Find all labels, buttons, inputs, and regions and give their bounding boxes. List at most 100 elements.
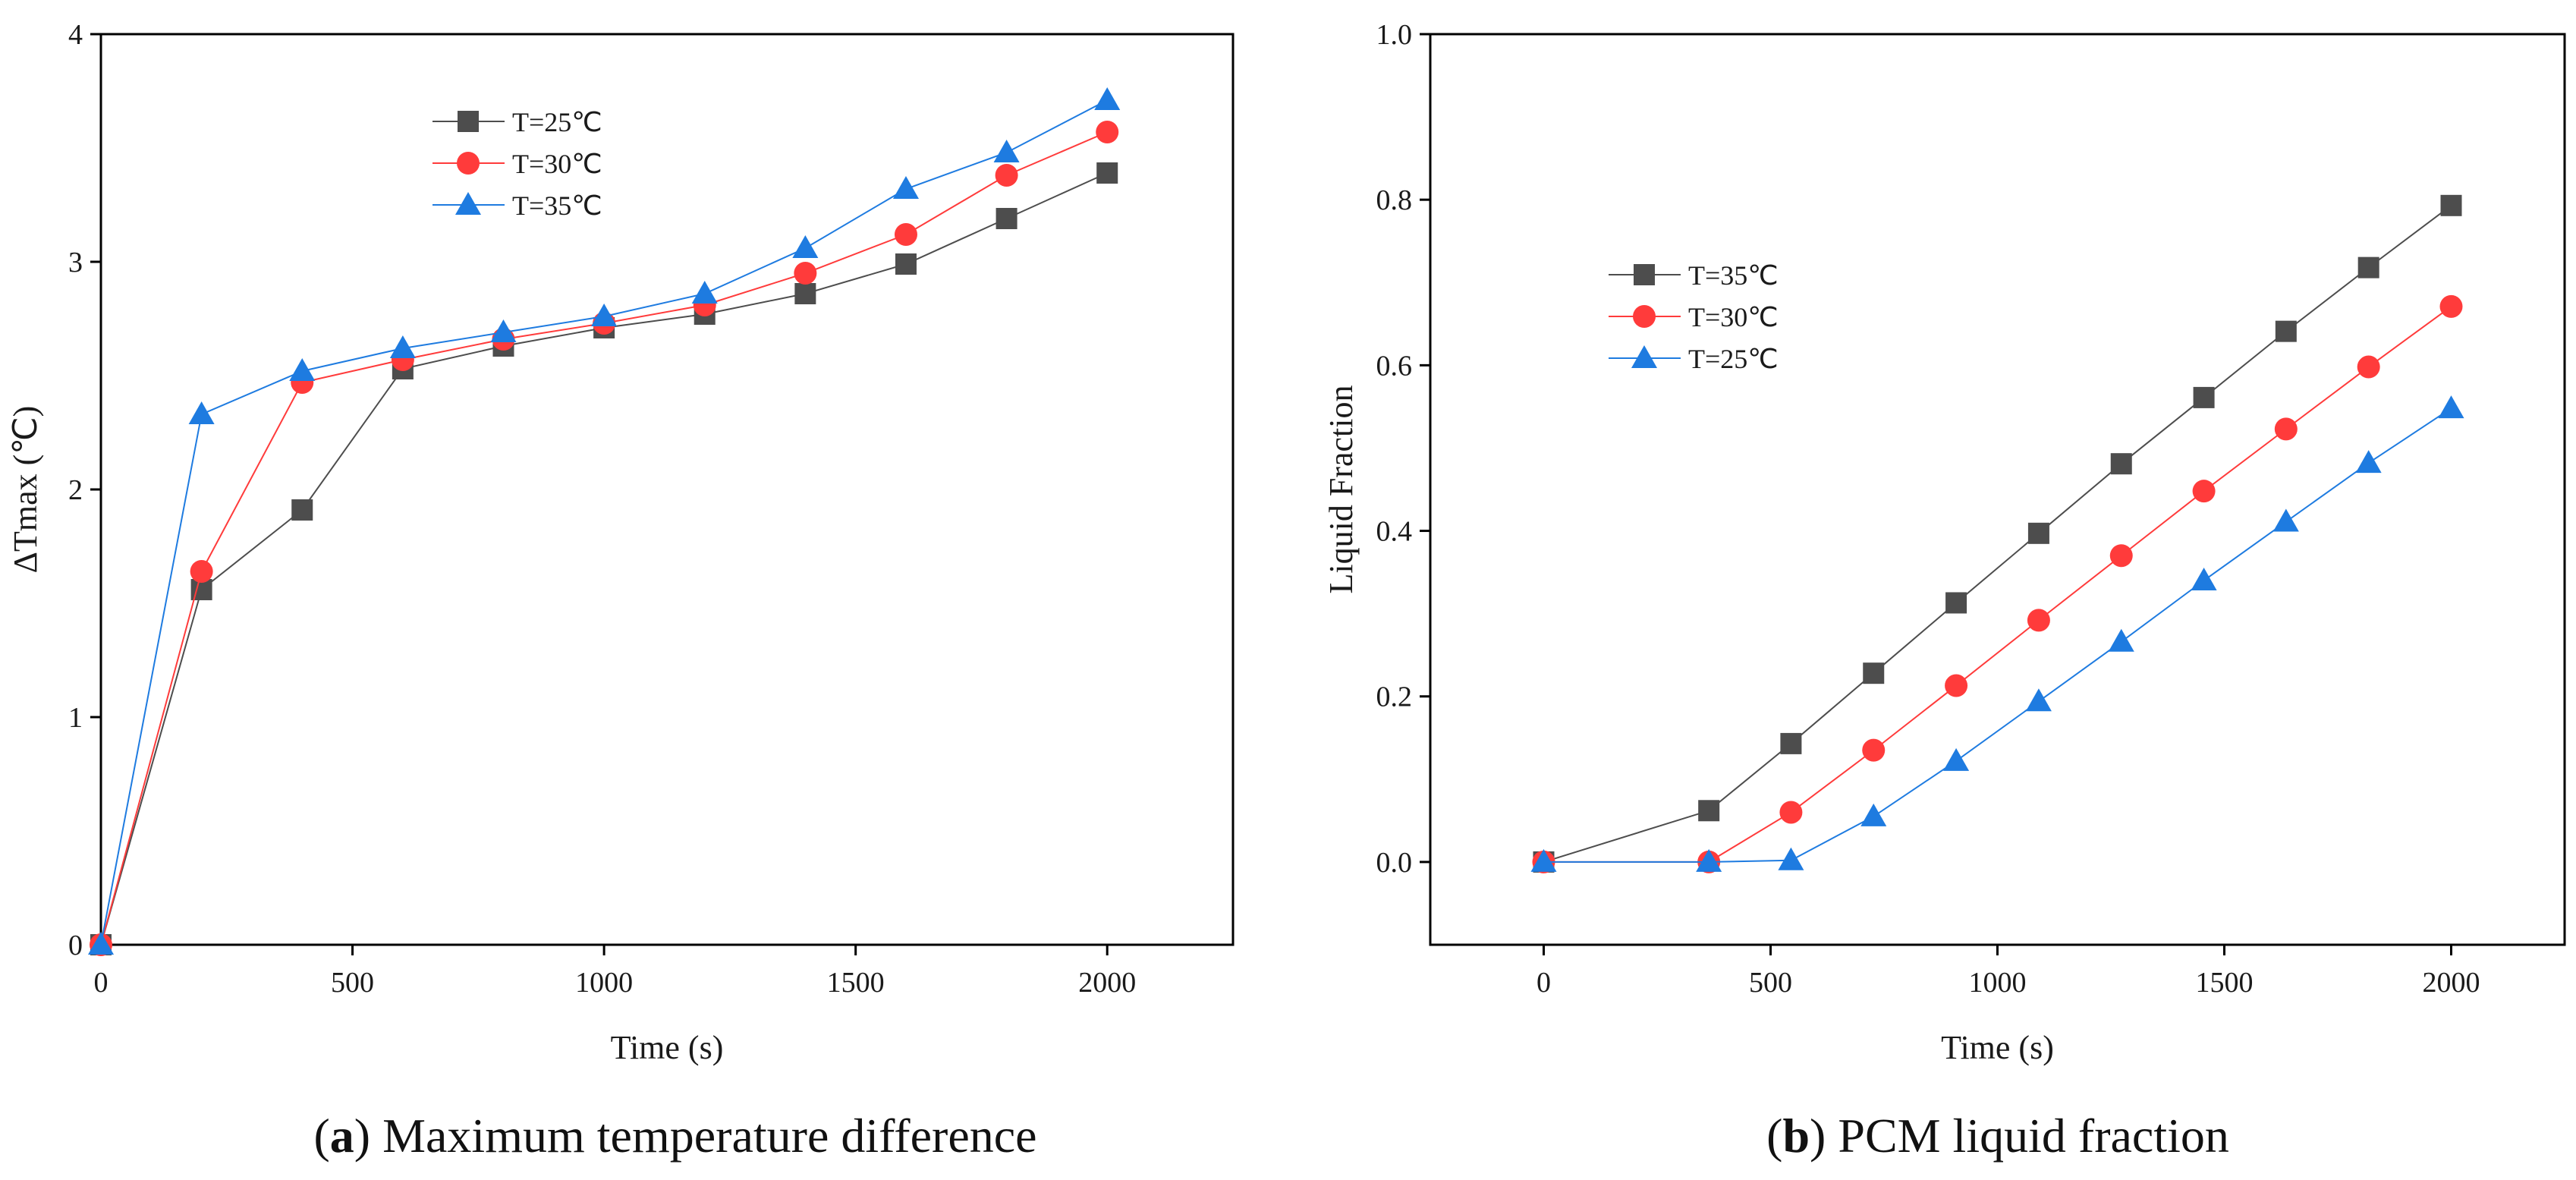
panel-b-x-axis-label: Time (s) (1941, 1029, 2054, 1066)
panel-a-data-point (1094, 87, 1121, 110)
caption-letter: a (330, 1109, 354, 1163)
panel-b-data-point (1696, 848, 1722, 872)
panel-b-series-line-1 (1543, 306, 2452, 863)
panel-b-data-point (2191, 568, 2217, 590)
panel-a-series-line-2 (100, 99, 1108, 946)
panel-b-ytick-label: 0.2 (1376, 681, 1413, 713)
panel-a-series-line-1 (100, 131, 1108, 946)
panel-b-data-point (1698, 800, 1720, 822)
panel-b-data-point (1780, 732, 1802, 754)
panel-b-data-point (2357, 355, 2380, 379)
panel-a-frame (99, 33, 1235, 946)
panel-a-x-axis-label: Time (s) (611, 1029, 724, 1066)
panel-b-data-point (2274, 417, 2298, 441)
panel-b-chart: 0 500 1000 1500 2000 0.0 0.2 0.4 0.6 0.8 1.0 Time (… (1323, 19, 2566, 1163)
panel-a-xtick-label: 1500 (827, 967, 885, 999)
panel-a-data-point (591, 304, 618, 326)
panel-b-data-point (1943, 747, 1970, 771)
panel-b-ytick-label: 0.0 (1376, 847, 1413, 879)
panel-b-series-line-2 (1543, 407, 2452, 863)
panel-b-data-point (2357, 256, 2379, 278)
panel-a-legend-label: T=25℃ (512, 107, 602, 137)
panel-a-data-point (1096, 162, 1118, 184)
panel-b-xtick-label: 1500 (2196, 967, 2254, 999)
panel-a-legend-marker (458, 111, 479, 132)
caption-open-paren: ( (1766, 1109, 1782, 1163)
panel-b-data-point (2275, 320, 2297, 342)
panel-a-data-point (289, 358, 316, 381)
panel-a-data-point (291, 499, 313, 521)
panel-a-data-point (993, 140, 1020, 162)
panel-b-data-point (2438, 395, 2464, 419)
panel-a-data-point (88, 932, 114, 955)
panel-a-xtick-label: 1000 (575, 967, 633, 999)
panel-a-data-point (794, 283, 816, 304)
panel-a-xtick-label: 0 (94, 967, 109, 999)
panel-b-data-point (1862, 738, 1886, 762)
panel-a-data-point (190, 560, 213, 583)
panel-b-frame (1429, 33, 2566, 946)
panel-b-ytick-label: 1.0 (1376, 19, 1413, 51)
panel-b-data-point (2109, 544, 2133, 568)
panel-b-legend-label: T=25℃ (1688, 344, 1779, 374)
caption-close-paren: ) (1810, 1109, 1826, 1163)
panel-b-data-point (2192, 480, 2216, 503)
panel-b-data-point (1530, 848, 1557, 872)
panel-a-data-point (895, 253, 917, 275)
panel-a-series-line-0 (100, 172, 1108, 946)
panel-b-y-axis-label: Liquid Fraction (1323, 385, 1360, 594)
panel-a-xtick-label: 500 (331, 967, 374, 999)
panel-a-ytick-label: 4 (68, 19, 83, 51)
panel-a-data-point (894, 223, 917, 246)
panel-a-ytick-label: 1 (68, 702, 83, 734)
panel-b-legend-marker (1633, 305, 1656, 328)
panel-a-ytick-label: 3 (68, 247, 83, 278)
panel-b-data-point (1945, 592, 1967, 614)
panel-b-data-point (2027, 522, 2049, 544)
caption-text: PCM liquid fraction (1826, 1109, 2229, 1163)
panel-b-data-point (2440, 194, 2462, 216)
panel-a-legend-marker (457, 152, 480, 175)
panel-a-ytick-label: 0 (68, 930, 83, 961)
panel-a-legend-label: T=30℃ (512, 149, 602, 179)
panel-b-data-point (2272, 508, 2299, 532)
panel-a-chart: 0 500 1000 1500 2000 0 1 2 3 4 Time (s) ΔTmax (℃) T=… (7, 19, 1235, 1163)
panel-b-data-point (2193, 386, 2215, 408)
panel-b-legend-label: T=30℃ (1688, 302, 1779, 332)
panel-b-series-line-0 (1543, 205, 2452, 863)
panel-a-data-point (995, 164, 1018, 187)
panel-b-ytick-label: 0.6 (1376, 350, 1413, 382)
panel-b-data-point (1945, 674, 1968, 697)
caption-close-paren: ) (354, 1109, 370, 1163)
panel-b-data-point (2355, 450, 2382, 474)
panel-a-legend-label: T=35℃ (512, 190, 602, 221)
panel-b-data-point (2027, 609, 2050, 632)
panel-b-data-point (1860, 803, 1887, 826)
panel-b-caption: (b) PCM liquid fraction (1766, 1109, 2229, 1163)
panel-a-data-point (389, 335, 416, 358)
panel-a-y-axis-label: ΔTmax (℃) (7, 406, 44, 574)
panel-b-ytick-label: 0.4 (1376, 516, 1413, 548)
panel-b-legend-marker (1634, 264, 1655, 285)
panel-b-xtick-label: 0 (1536, 967, 1551, 999)
panel-b-data-point (1778, 847, 1804, 870)
panel-a-data-point (794, 262, 817, 285)
caption-text: Maximum temperature difference (370, 1109, 1036, 1163)
panel-a-data-point (691, 281, 718, 304)
panel-b-xtick-label: 1000 (1969, 967, 2027, 999)
panel-a-legend-marker (455, 192, 481, 215)
panel-b-legend-label: T=35℃ (1688, 260, 1779, 291)
panel-b-ytick-label: 0.8 (1376, 184, 1413, 216)
panel-b-data-point (2108, 628, 2134, 652)
panel-b-data-point (2439, 294, 2463, 318)
panel-a-data-point (1096, 121, 1119, 143)
panel-a-caption: (a) Maximum temperature difference (313, 1109, 1036, 1163)
panel-b-xtick-label: 500 (1749, 967, 1792, 999)
caption-open-paren: ( (313, 1109, 329, 1163)
caption-letter: b (1782, 1109, 1810, 1163)
panel-b-data-point (1779, 801, 1803, 824)
panel-a-data-point (490, 319, 517, 342)
panel-a-ytick-label: 2 (68, 474, 83, 506)
panel-b-legend-marker (1631, 345, 1657, 368)
